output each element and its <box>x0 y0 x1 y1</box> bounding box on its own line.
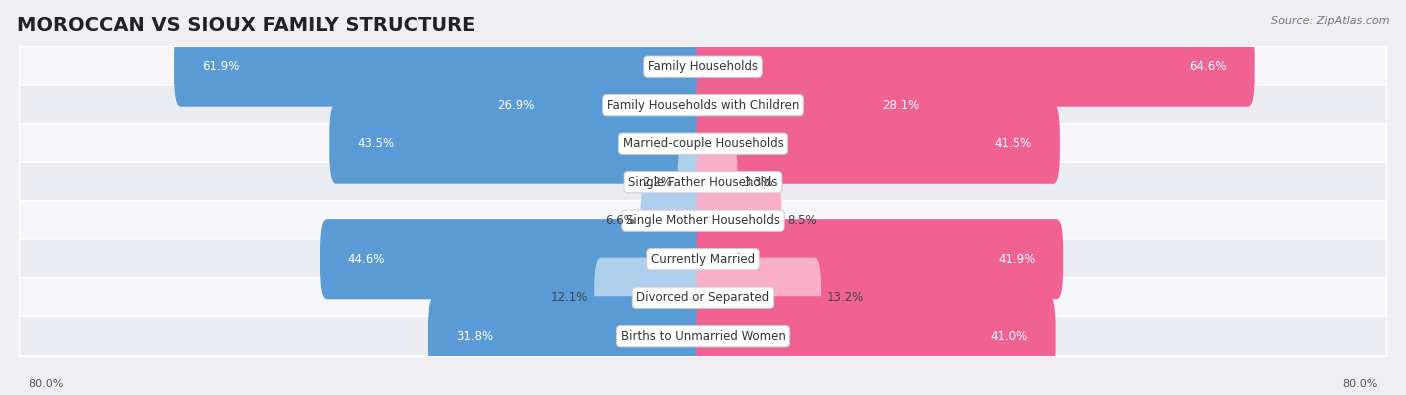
Text: Single Father Households: Single Father Households <box>628 176 778 189</box>
Text: Married-couple Households: Married-couple Households <box>623 137 783 150</box>
FancyBboxPatch shape <box>20 201 1386 241</box>
Text: 41.5%: 41.5% <box>995 137 1032 150</box>
Text: 80.0%: 80.0% <box>1343 379 1378 389</box>
FancyBboxPatch shape <box>696 26 1254 107</box>
FancyBboxPatch shape <box>20 239 1386 279</box>
FancyBboxPatch shape <box>20 124 1386 164</box>
Text: 6.6%: 6.6% <box>605 214 634 227</box>
Text: 8.5%: 8.5% <box>787 214 817 227</box>
FancyBboxPatch shape <box>641 181 710 261</box>
Text: Births to Unmarried Women: Births to Unmarried Women <box>620 330 786 343</box>
FancyBboxPatch shape <box>20 278 1386 318</box>
FancyBboxPatch shape <box>696 219 1063 299</box>
Text: 44.6%: 44.6% <box>347 253 385 266</box>
Text: Currently Married: Currently Married <box>651 253 755 266</box>
Text: Divorced or Separated: Divorced or Separated <box>637 291 769 304</box>
Text: 64.6%: 64.6% <box>1189 60 1227 73</box>
Text: Single Mother Households: Single Mother Households <box>626 214 780 227</box>
Text: MOROCCAN VS SIOUX FAMILY STRUCTURE: MOROCCAN VS SIOUX FAMILY STRUCTURE <box>17 16 475 35</box>
FancyBboxPatch shape <box>470 65 710 145</box>
Text: 3.3%: 3.3% <box>744 176 773 189</box>
FancyBboxPatch shape <box>321 219 710 299</box>
Legend: Moroccan, Sioux: Moroccan, Sioux <box>620 394 786 395</box>
FancyBboxPatch shape <box>696 181 782 261</box>
FancyBboxPatch shape <box>696 296 1056 376</box>
FancyBboxPatch shape <box>595 258 710 338</box>
FancyBboxPatch shape <box>696 103 1060 184</box>
Text: Family Households with Children: Family Households with Children <box>607 99 799 112</box>
Text: 43.5%: 43.5% <box>357 137 394 150</box>
FancyBboxPatch shape <box>174 26 710 107</box>
FancyBboxPatch shape <box>20 47 1386 87</box>
Text: 13.2%: 13.2% <box>827 291 865 304</box>
Text: 28.1%: 28.1% <box>882 99 920 112</box>
Text: 31.8%: 31.8% <box>456 330 494 343</box>
Text: 80.0%: 80.0% <box>28 379 63 389</box>
FancyBboxPatch shape <box>20 85 1386 125</box>
Text: Source: ZipAtlas.com: Source: ZipAtlas.com <box>1271 16 1389 26</box>
FancyBboxPatch shape <box>427 296 710 376</box>
Text: 41.0%: 41.0% <box>991 330 1028 343</box>
FancyBboxPatch shape <box>696 65 946 145</box>
FancyBboxPatch shape <box>329 103 710 184</box>
Text: 12.1%: 12.1% <box>551 291 588 304</box>
FancyBboxPatch shape <box>696 142 738 222</box>
Text: Family Households: Family Households <box>648 60 758 73</box>
Text: 26.9%: 26.9% <box>498 99 534 112</box>
FancyBboxPatch shape <box>20 162 1386 202</box>
Text: 61.9%: 61.9% <box>202 60 239 73</box>
Text: 2.2%: 2.2% <box>643 176 672 189</box>
FancyBboxPatch shape <box>678 142 710 222</box>
FancyBboxPatch shape <box>696 258 821 338</box>
FancyBboxPatch shape <box>20 316 1386 356</box>
Text: 41.9%: 41.9% <box>998 253 1035 266</box>
